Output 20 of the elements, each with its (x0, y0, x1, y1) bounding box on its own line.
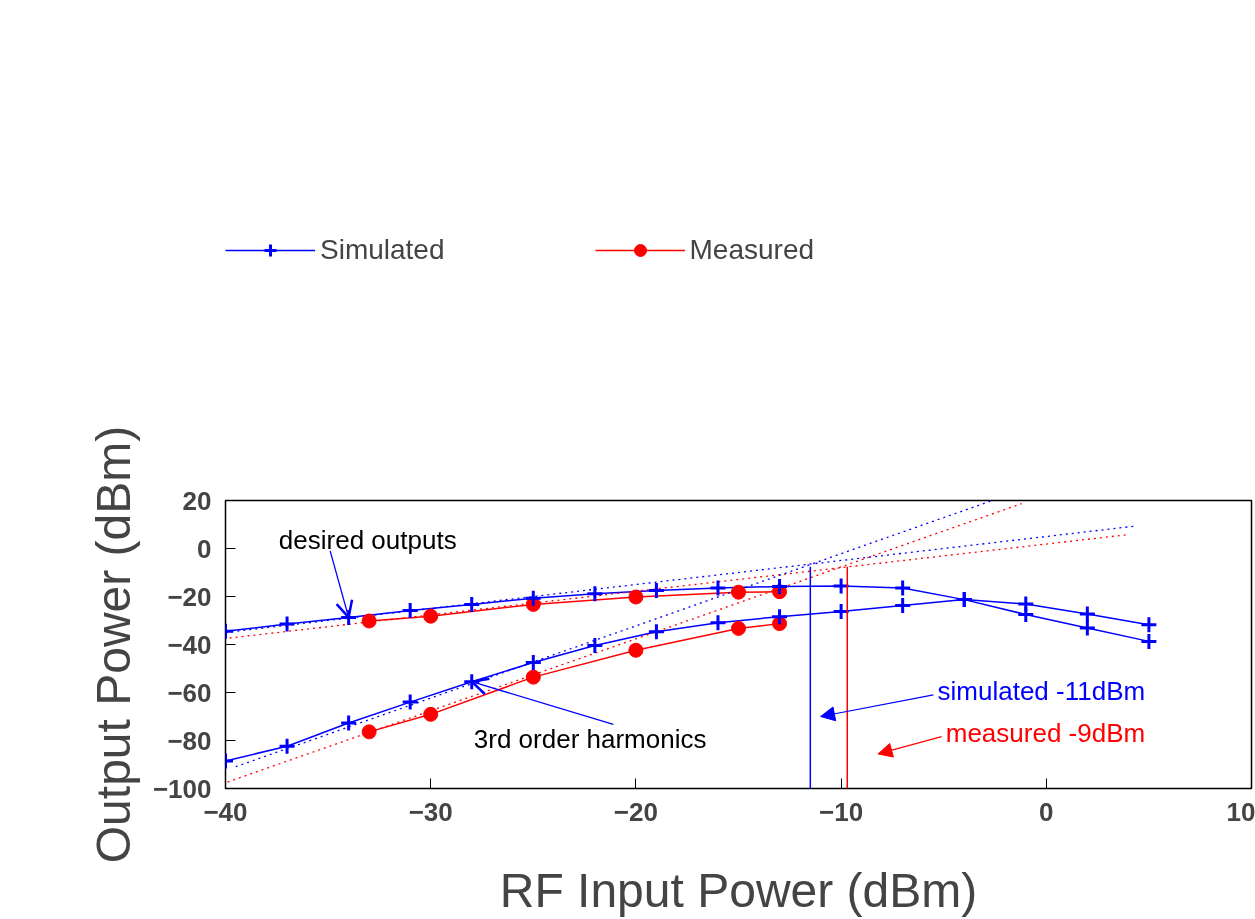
y-tick-label: 0 (197, 533, 212, 564)
y-tick-label: 20 (182, 485, 212, 516)
y-tick-label: −80 (167, 725, 212, 756)
y-tick-label: −40 (167, 629, 212, 660)
ref-line-label: measured -9dBm (945, 718, 1146, 749)
annotation: desired outputs (278, 525, 457, 556)
x-tick-label: −10 (819, 796, 864, 827)
x-axis-title: RF Input Power (dBm) (499, 863, 978, 917)
x-tick-label: −30 (408, 796, 453, 827)
annotation: 3rd order harmonics (473, 723, 707, 754)
y-tick-label: −60 (167, 677, 212, 708)
y-tick-label: −20 (167, 581, 212, 612)
x-tick-label: −20 (613, 796, 658, 827)
legend-label: Measured (689, 234, 815, 266)
x-tick-label: 0 (1039, 796, 1054, 827)
ref-line-label: simulated -11dBm (937, 676, 1146, 707)
y-axis-title: Output Power (dBm) (86, 425, 140, 864)
y-tick-label: −100 (152, 773, 212, 804)
legend-label: Simulated (320, 234, 445, 266)
x-tick-label: 10 (1226, 796, 1255, 827)
